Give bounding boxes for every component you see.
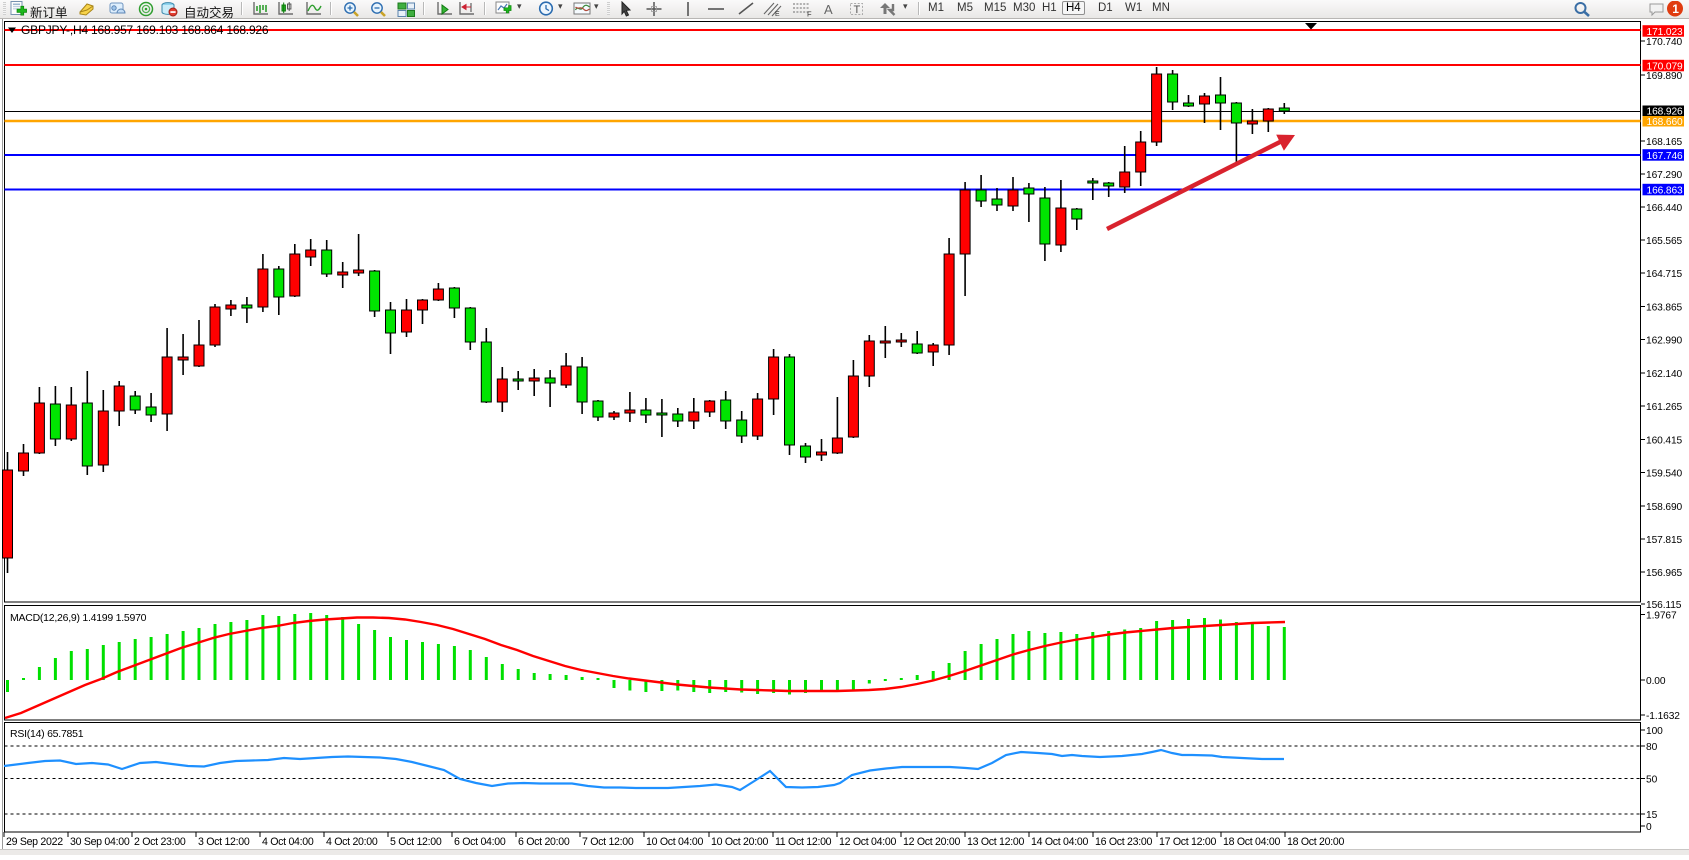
- svg-text:MACD(12,26,9) 1.4199 1.5970: MACD(12,26,9) 1.4199 1.5970: [10, 612, 147, 624]
- svg-text:1.9767: 1.9767: [1646, 611, 1677, 622]
- svg-text:12 Oct 04:00: 12 Oct 04:00: [839, 836, 896, 848]
- svg-text:163.865: 163.865: [1646, 303, 1683, 314]
- svg-text:168.660: 168.660: [1647, 117, 1684, 128]
- svg-text:162.990: 162.990: [1646, 336, 1683, 347]
- svg-text:168.165: 168.165: [1646, 137, 1683, 148]
- svg-text:80: 80: [1646, 742, 1658, 753]
- svg-text:165.565: 165.565: [1646, 236, 1683, 247]
- svg-text:17 Oct 12:00: 17 Oct 12:00: [1159, 836, 1216, 848]
- svg-text:15: 15: [1646, 810, 1658, 821]
- svg-text:T: T: [854, 4, 861, 16]
- svg-text:164.715: 164.715: [1646, 269, 1683, 280]
- svg-text:30 Sep 04:00: 30 Sep 04:00: [70, 836, 130, 848]
- svg-text:170.740: 170.740: [1646, 37, 1683, 48]
- svg-text:RSI(14) 65.7851: RSI(14) 65.7851: [10, 728, 84, 740]
- svg-text:157.815: 157.815: [1646, 535, 1683, 546]
- svg-text:6 Oct 20:00: 6 Oct 20:00: [518, 836, 570, 848]
- svg-text:158.690: 158.690: [1646, 502, 1683, 513]
- svg-text:2 Oct 23:00: 2 Oct 23:00: [134, 836, 186, 848]
- svg-text:7 Oct 12:00: 7 Oct 12:00: [582, 836, 634, 848]
- svg-text:0.00: 0.00: [1646, 676, 1666, 687]
- svg-text:29 Sep 2022: 29 Sep 2022: [6, 836, 63, 848]
- svg-text:-1.1632: -1.1632: [1646, 711, 1680, 722]
- svg-text:162.140: 162.140: [1646, 369, 1683, 380]
- svg-text:E: E: [775, 11, 780, 17]
- svg-text:5 Oct 12:00: 5 Oct 12:00: [390, 836, 442, 848]
- svg-text:1: 1: [1672, 2, 1679, 16]
- svg-text:170.079: 170.079: [1647, 62, 1684, 73]
- svg-text:160.415: 160.415: [1646, 436, 1683, 447]
- svg-text:0: 0: [1646, 822, 1652, 833]
- svg-text:18 Oct 04:00: 18 Oct 04:00: [1223, 836, 1280, 848]
- svg-text:166.440: 166.440: [1646, 203, 1683, 214]
- svg-text:50: 50: [1646, 775, 1658, 786]
- svg-text:14 Oct 04:00: 14 Oct 04:00: [1031, 836, 1088, 848]
- svg-text:167.746: 167.746: [1647, 151, 1684, 162]
- svg-text:166.863: 166.863: [1647, 186, 1684, 197]
- svg-text:168.926: 168.926: [1647, 107, 1684, 118]
- svg-text:10 Oct 04:00: 10 Oct 04:00: [646, 836, 703, 848]
- svg-text:4 Oct 20:00: 4 Oct 20:00: [326, 836, 378, 848]
- svg-text:4 Oct 04:00: 4 Oct 04:00: [262, 836, 314, 848]
- svg-text:GBPJPY-,H4 168.957 169.103 16: GBPJPY-,H4 168.957 169.103 168.864 168.9…: [21, 23, 269, 37]
- svg-text:156.965: 156.965: [1646, 568, 1683, 579]
- svg-text:12 Oct 20:00: 12 Oct 20:00: [903, 836, 960, 848]
- svg-text:159.540: 159.540: [1646, 469, 1683, 480]
- svg-text:16 Oct 23:00: 16 Oct 23:00: [1095, 836, 1152, 848]
- svg-text:10 Oct 20:00: 10 Oct 20:00: [711, 836, 768, 848]
- svg-text:13 Oct 12:00: 13 Oct 12:00: [967, 836, 1024, 848]
- svg-text:169.890: 169.890: [1646, 71, 1683, 82]
- svg-text:156.115: 156.115: [1646, 600, 1682, 611]
- svg-text:171.023: 171.023: [1647, 27, 1684, 38]
- svg-text:F: F: [807, 10, 812, 18]
- svg-text:11 Oct 12:00: 11 Oct 12:00: [775, 836, 832, 848]
- svg-text:161.265: 161.265: [1646, 402, 1683, 413]
- svg-text:100: 100: [1646, 726, 1663, 737]
- svg-text:18 Oct 20:00: 18 Oct 20:00: [1287, 836, 1344, 848]
- svg-text:6 Oct 04:00: 6 Oct 04:00: [454, 836, 506, 848]
- svg-text:167.290: 167.290: [1646, 170, 1683, 181]
- svg-text:3 Oct 12:00: 3 Oct 12:00: [198, 836, 250, 848]
